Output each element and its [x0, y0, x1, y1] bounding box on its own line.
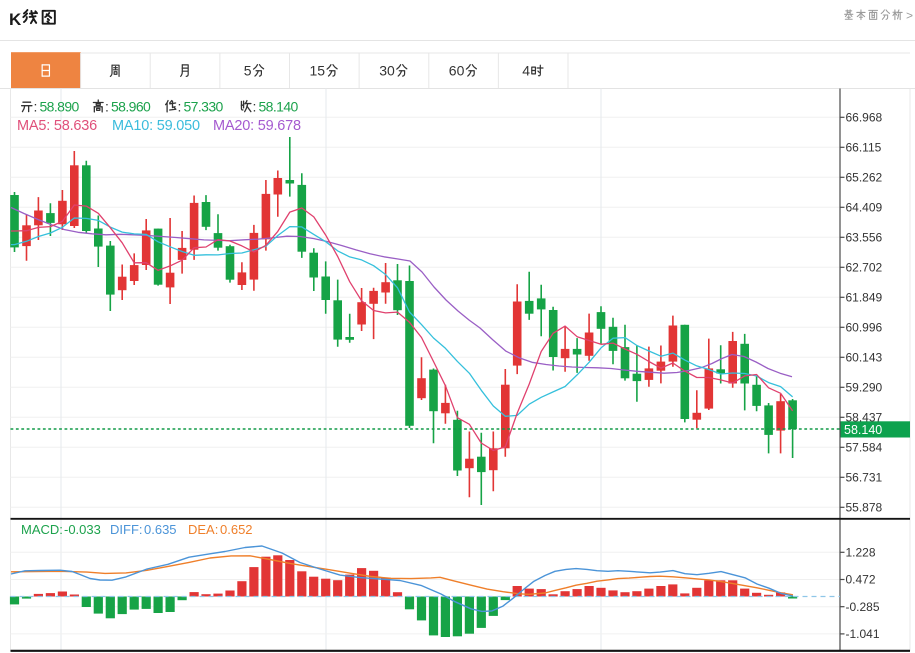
svg-text:55.878: 55.878 — [846, 501, 883, 515]
svg-text:DEA:: DEA: — [188, 522, 218, 537]
svg-text:64.409: 64.409 — [846, 201, 883, 215]
svg-text:K: K — [9, 10, 22, 29]
svg-text:-0.285: -0.285 — [846, 600, 880, 614]
svg-text:MA10: 59.050: MA10: 59.050 — [112, 118, 200, 134]
svg-text:58.437: 58.437 — [846, 411, 883, 425]
svg-text:60.143: 60.143 — [846, 351, 883, 365]
svg-text:5: 5 — [244, 63, 252, 79]
svg-text:4: 4 — [522, 63, 530, 79]
svg-text:65.262: 65.262 — [846, 171, 883, 185]
svg-text:MACD:: MACD: — [21, 522, 63, 537]
svg-text:66.115: 66.115 — [846, 141, 882, 155]
svg-text:0.652: 0.652 — [220, 522, 253, 537]
svg-text:60: 60 — [449, 63, 465, 79]
svg-text:63.556: 63.556 — [846, 231, 883, 245]
svg-text:MA5: 58.636: MA5: 58.636 — [17, 118, 97, 134]
svg-text:66.968: 66.968 — [846, 111, 883, 125]
svg-text:58.140: 58.140 — [844, 423, 882, 437]
svg-text:MA20: 59.678: MA20: 59.678 — [213, 118, 301, 134]
svg-text:0.635: 0.635 — [144, 522, 177, 537]
svg-text::: : — [105, 99, 109, 115]
svg-text:15: 15 — [310, 63, 326, 79]
svg-text:57.330: 57.330 — [184, 99, 224, 115]
svg-text:0.472: 0.472 — [846, 573, 876, 587]
svg-text:59.290: 59.290 — [846, 381, 883, 395]
svg-text:62.702: 62.702 — [846, 261, 883, 275]
svg-text:61.849: 61.849 — [846, 291, 883, 305]
svg-text:57.584: 57.584 — [846, 441, 883, 455]
svg-text:-0.033: -0.033 — [64, 522, 101, 537]
svg-text:58.960: 58.960 — [111, 99, 151, 115]
svg-text:58.140: 58.140 — [259, 99, 299, 115]
svg-text::: : — [178, 99, 182, 115]
svg-text:60.996: 60.996 — [846, 321, 883, 335]
svg-text:1.228: 1.228 — [846, 546, 876, 560]
svg-text:>: > — [906, 9, 913, 23]
svg-text:30: 30 — [379, 63, 395, 79]
svg-text:56.731: 56.731 — [846, 471, 883, 485]
svg-text:58.890: 58.890 — [40, 99, 80, 115]
svg-text:-1.041: -1.041 — [846, 627, 880, 641]
svg-text:DIFF:: DIFF: — [110, 522, 143, 537]
svg-text::: : — [253, 99, 257, 115]
svg-text::: : — [34, 99, 38, 115]
